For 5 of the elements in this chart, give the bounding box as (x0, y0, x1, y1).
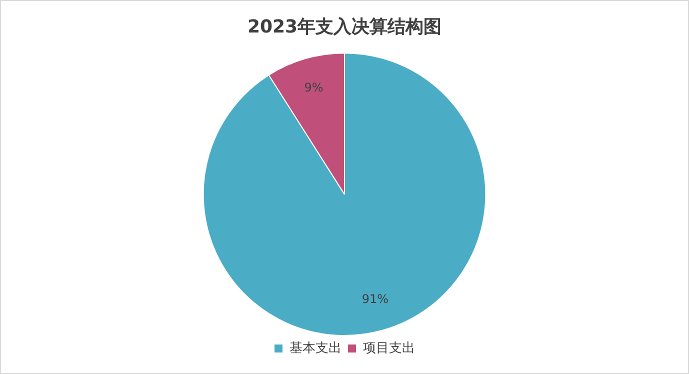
legend-label: 基本支出 (290, 340, 342, 356)
chart-title: 2023年支入决算结构图 (247, 16, 442, 38)
legend-label: 项目支出 (363, 340, 415, 356)
data-label: 9% (304, 80, 324, 95)
data-label: 91% (362, 292, 389, 306)
